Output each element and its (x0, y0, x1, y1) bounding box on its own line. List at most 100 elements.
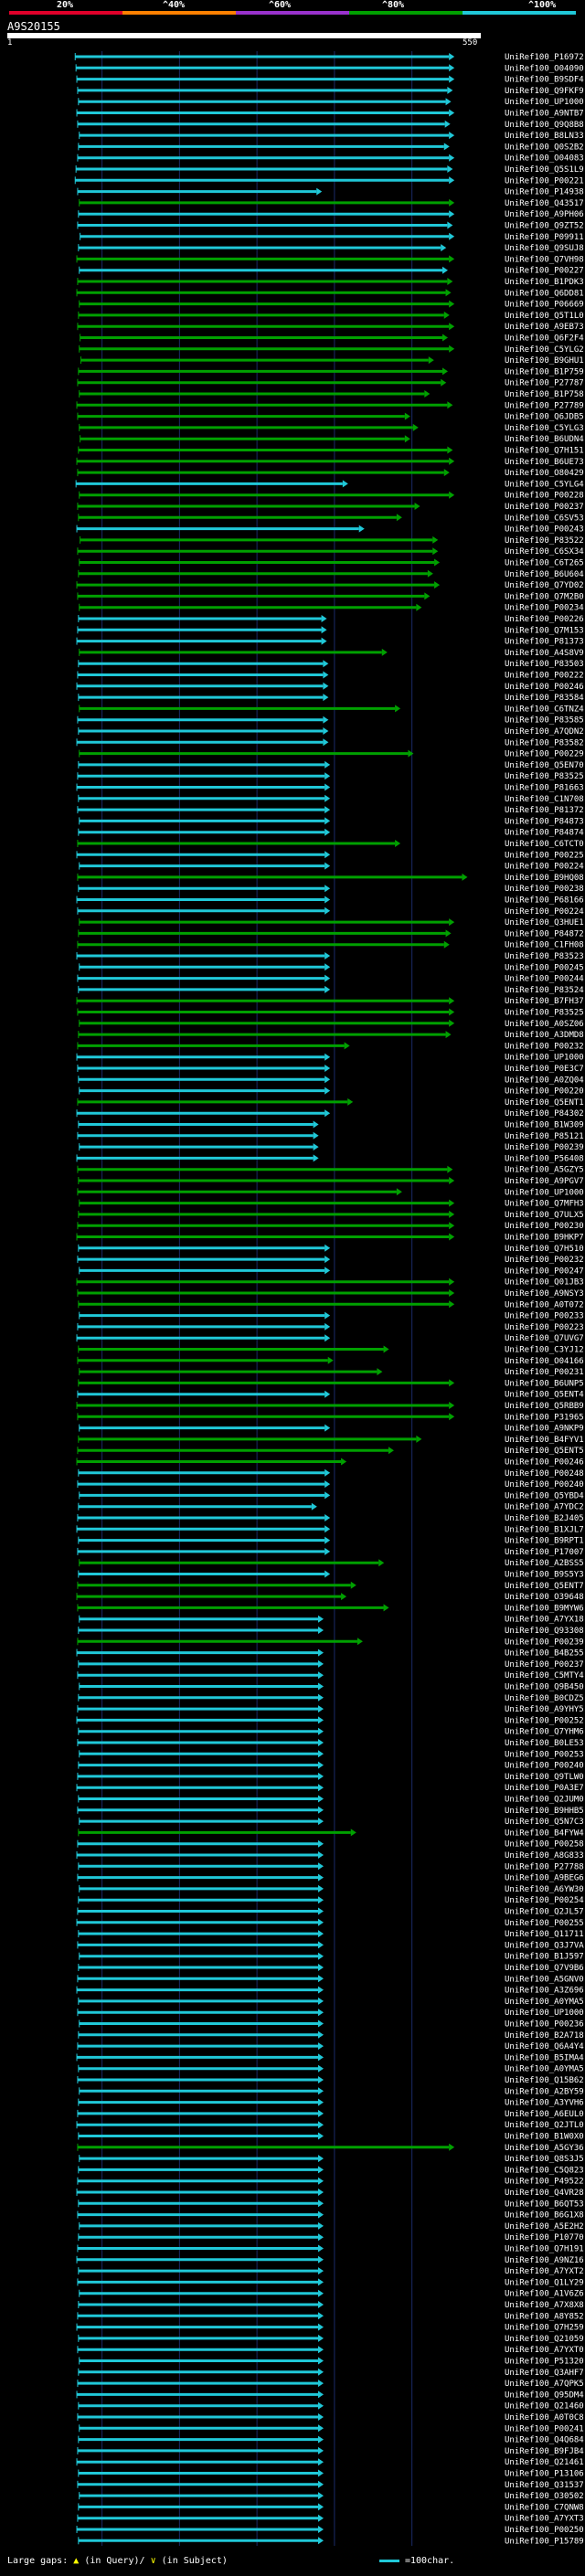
hit-label-157[interactable]: UniRef100_Q5N7C3 (505, 1818, 584, 1827)
hit-label-159[interactable]: UniRef100_P00258 (505, 1840, 584, 1850)
hit-label-203[interactable]: UniRef100_Q21059 (505, 2335, 584, 2344)
hit-label-72[interactable]: UniRef100_P00224 (505, 863, 584, 872)
hit-label-125[interactable]: UniRef100_P00246 (505, 1458, 584, 1468)
hit-label-63[interactable]: UniRef100_Q5EN70 (505, 761, 584, 770)
hit-label-0[interactable]: UniRef100_P16972 (505, 53, 584, 62)
hit-label-165[interactable]: UniRef100_Q2JL57 (505, 1908, 584, 1917)
hit-label-53[interactable]: UniRef100_A4S8V9 (505, 649, 584, 658)
hit-label-87[interactable]: UniRef100_A3DMD8 (505, 1031, 584, 1040)
hit-label-37[interactable]: UniRef100_O80429 (505, 469, 584, 478)
hit-label-40[interactable]: UniRef100_P00237 (505, 503, 584, 512)
hit-label-196[interactable]: UniRef100_A9NZ16 (505, 2256, 584, 2265)
hit-label-8[interactable]: UniRef100_Q0S2B2 (505, 143, 584, 152)
hit-label-191[interactable]: UniRef100_B6QT53 (505, 2200, 584, 2209)
hit-label-13[interactable]: UniRef100_Q43517 (505, 199, 584, 208)
hit-label-183[interactable]: UniRef100_A6EUL0 (505, 2110, 584, 2119)
hit-label-69[interactable]: UniRef100_P84874 (505, 829, 584, 838)
hit-label-123[interactable]: UniRef100_B4FYV1 (505, 1436, 584, 1445)
hit-label-154[interactable]: UniRef100_P0A3E7 (505, 1784, 584, 1793)
hit-label-217[interactable]: UniRef100_O30502 (505, 2492, 584, 2501)
hit-label-147[interactable]: UniRef100_A9YHY5 (505, 1705, 584, 1714)
hit-label-34[interactable]: UniRef100_B6UDN4 (505, 435, 584, 444)
hit-label-208[interactable]: UniRef100_Q95DM4 (505, 2390, 584, 2400)
hit-label-88[interactable]: UniRef100_P00232 (505, 1042, 584, 1051)
hit-label-124[interactable]: UniRef100_Q5ENT5 (505, 1447, 584, 1456)
hit-label-161[interactable]: UniRef100_P27788 (505, 1862, 584, 1871)
hit-label-9[interactable]: UniRef100_O04083 (505, 154, 584, 164)
hit-label-122[interactable]: UniRef100_A9NKP9 (505, 1425, 584, 1434)
hit-label-16[interactable]: UniRef100_P09911 (505, 233, 584, 242)
hit-label-215[interactable]: UniRef100_P13106 (505, 2470, 584, 2479)
hit-label-107[interactable]: UniRef100_P00232 (505, 1256, 584, 1265)
hit-label-39[interactable]: UniRef100_P00228 (505, 492, 584, 501)
hit-label-106[interactable]: UniRef100_Q7H510 (505, 1245, 584, 1254)
hit-label-198[interactable]: UniRef100_Q1LY29 (505, 2278, 584, 2287)
hit-label-105[interactable]: UniRef100_B9HKP7 (505, 1234, 584, 1243)
hit-label-210[interactable]: UniRef100_A0T0C8 (505, 2413, 584, 2422)
hit-label-131[interactable]: UniRef100_B1XJL7 (505, 1525, 584, 1534)
hit-label-169[interactable]: UniRef100_B1J597 (505, 1953, 584, 1962)
hit-label-80[interactable]: UniRef100_P83523 (505, 952, 584, 961)
hit-label-36[interactable]: UniRef100_B6UE73 (505, 458, 584, 467)
hit-label-188[interactable]: UniRef100_C5Q823 (505, 2166, 584, 2175)
hit-label-134[interactable]: UniRef100_A2BSS5 (505, 1559, 584, 1568)
hit-label-126[interactable]: UniRef100_P00248 (505, 1469, 584, 1479)
hit-label-130[interactable]: UniRef100_B2J405 (505, 1514, 584, 1523)
hit-label-176[interactable]: UniRef100_B2A718 (505, 2031, 584, 2041)
hit-label-38[interactable]: UniRef100_C5YLG4 (505, 480, 584, 489)
hit-label-168[interactable]: UniRef100_Q3J7VA (505, 1941, 584, 1950)
hit-label-28[interactable]: UniRef100_B1P759 (505, 367, 584, 376)
hit-label-142[interactable]: UniRef100_B4B255 (505, 1649, 584, 1659)
hit-label-64[interactable]: UniRef100_P83525 (505, 772, 584, 781)
hit-label-19[interactable]: UniRef100_P00227 (505, 267, 584, 276)
hit-label-172[interactable]: UniRef100_A3Z696 (505, 1987, 584, 1996)
hit-label-42[interactable]: UniRef100_P00243 (505, 525, 584, 535)
hit-label-207[interactable]: UniRef100_A7QPK5 (505, 2380, 584, 2389)
hit-label-190[interactable]: UniRef100_Q4VR28 (505, 2189, 584, 2198)
hit-label-199[interactable]: UniRef100_A1V6Z6 (505, 2290, 584, 2299)
hit-label-7[interactable]: UniRef100_B8LN33 (505, 132, 584, 141)
hit-label-148[interactable]: UniRef100_P00252 (505, 1716, 584, 1725)
hit-label-10[interactable]: UniRef100_Q5S1L9 (505, 165, 584, 175)
hit-label-45[interactable]: UniRef100_C6T265 (505, 559, 584, 568)
hit-label-200[interactable]: UniRef100_A7X8X8 (505, 2301, 584, 2310)
hit-label-220[interactable]: UniRef100_P00250 (505, 2526, 584, 2535)
hit-label-92[interactable]: UniRef100_P00220 (505, 1087, 584, 1097)
hit-label-29[interactable]: UniRef100_P27787 (505, 379, 584, 388)
hit-label-4[interactable]: UniRef100_UP1000.. (505, 98, 585, 107)
hit-label-46[interactable]: UniRef100_B6U604 (505, 570, 584, 579)
hit-label-184[interactable]: UniRef100_Q2JTL0 (505, 2121, 584, 2130)
hit-label-104[interactable]: UniRef100_P00230 (505, 1222, 584, 1231)
hit-label-205[interactable]: UniRef100_P51320 (505, 2358, 584, 2367)
hit-label-50[interactable]: UniRef100_P00226 (505, 615, 584, 624)
hit-label-141[interactable]: UniRef100_P00239 (505, 1638, 584, 1647)
hit-label-179[interactable]: UniRef100_A0YMA5 (505, 2065, 584, 2074)
hit-label-99[interactable]: UniRef100_A5GZY5 (505, 1166, 584, 1175)
hit-label-121[interactable]: UniRef100_P31965 (505, 1413, 584, 1422)
hit-label-195[interactable]: UniRef100_Q7H191 (505, 2245, 584, 2254)
hit-label-85[interactable]: UniRef100_P83525 (505, 1009, 584, 1018)
hit-label-185[interactable]: UniRef100_B1W0X0 (505, 2133, 584, 2142)
hit-label-57[interactable]: UniRef100_P83584 (505, 694, 584, 703)
hit-label-174[interactable]: UniRef100_UP1000.. (505, 2009, 585, 2018)
hit-label-181[interactable]: UniRef100_A2BY59 (505, 2087, 584, 2096)
hit-label-152[interactable]: UniRef100_P00240 (505, 1762, 584, 1771)
hit-label-212[interactable]: UniRef100_Q4Q684 (505, 2436, 584, 2445)
hit-label-82[interactable]: UniRef100_P00244 (505, 975, 584, 984)
hit-label-54[interactable]: UniRef100_P83503 (505, 660, 584, 669)
hit-label-189[interactable]: UniRef100_P49522 (505, 2178, 584, 2187)
hit-label-143[interactable]: UniRef100_P00237 (505, 1660, 584, 1670)
hit-label-83[interactable]: UniRef100_P83524 (505, 986, 584, 995)
hit-label-21[interactable]: UniRef100_Q6DD81 (505, 289, 584, 298)
hit-label-33[interactable]: UniRef100_C5YLG3 (505, 424, 584, 433)
hit-label-150[interactable]: UniRef100_B0LE53 (505, 1739, 584, 1748)
hit-label-127[interactable]: UniRef100_P00240 (505, 1480, 584, 1489)
hit-label-49[interactable]: UniRef100_P00234 (505, 604, 584, 613)
hit-label-133[interactable]: UniRef100_P17007 (505, 1548, 584, 1557)
hit-label-3[interactable]: UniRef100_Q9FKF9 (505, 87, 584, 96)
hit-label-156[interactable]: UniRef100_B9HHB5 (505, 1807, 584, 1816)
hit-label-151[interactable]: UniRef100_P00253 (505, 1750, 584, 1759)
hit-label-14[interactable]: UniRef100_A9PH06 (505, 210, 584, 219)
hit-label-44[interactable]: UniRef100_C6SX34 (505, 547, 584, 557)
hit-label-51[interactable]: UniRef100_Q7M153 (505, 626, 584, 635)
